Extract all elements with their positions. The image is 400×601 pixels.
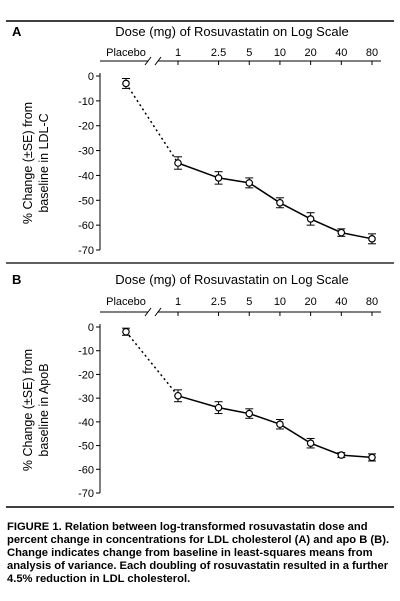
x-tick-label: 2.5 <box>211 47 226 59</box>
placebo-segment <box>125 83 179 164</box>
x-tick-label: 1 <box>175 47 181 59</box>
data-point <box>214 403 223 412</box>
panel-letter: B <box>12 272 21 287</box>
y-tick-label: -70 <box>78 245 94 257</box>
data-point <box>174 391 182 400</box>
x-tick-label: 80 <box>366 47 378 59</box>
panel-a-chart: A Dose (mg) of Rosuvastatin on Log Scale%… <box>12 24 381 257</box>
y-tick-label: -40 <box>78 170 94 182</box>
y-tick-label: -60 <box>78 464 94 476</box>
data-point <box>276 198 284 207</box>
y-tick-label: 0 <box>88 71 94 83</box>
axis-break-mark <box>144 56 152 66</box>
x-tick-label: 1 <box>175 296 181 308</box>
data-point <box>276 420 284 429</box>
y-tick-label: -40 <box>78 417 94 429</box>
y-tick-label: -30 <box>78 146 94 158</box>
x-tick-label: 40 <box>335 296 347 308</box>
data-point <box>306 439 315 448</box>
y-tick-label: -70 <box>78 488 94 500</box>
data-point <box>337 228 346 237</box>
y-axis-label: % Change (±SE) from <box>21 102 35 224</box>
x-tick-label: Placebo <box>106 47 146 59</box>
caption-text: FIGURE 1. Relation between log-transform… <box>7 521 393 586</box>
x-tick-label: 2.5 <box>211 296 226 308</box>
y-tick-label: -60 <box>78 220 94 232</box>
axis-break-mark <box>154 307 162 317</box>
x-tick-label: 10 <box>274 47 286 59</box>
data-point <box>122 79 130 88</box>
chart-title: Dose (mg) of Rosuvastatin on Log Scale <box>115 272 348 287</box>
data-point <box>245 179 254 187</box>
x-tick-label: 5 <box>246 47 252 59</box>
panel-letter: A <box>12 24 22 39</box>
x-tick-label: 40 <box>335 47 347 59</box>
placebo-segment <box>125 331 179 397</box>
x-tick-label: 5 <box>246 296 252 308</box>
caption-label: FIGURE 1. <box>7 521 62 534</box>
x-tick-label: 80 <box>366 296 378 308</box>
axis-break-mark <box>144 307 152 317</box>
data-point <box>306 215 315 223</box>
series-line <box>177 395 373 459</box>
x-tick-label: 20 <box>305 296 317 308</box>
series-line <box>177 162 373 240</box>
x-tick-label: 20 <box>305 47 317 59</box>
x-tick-label: 10 <box>274 296 286 308</box>
y-tick-label: -30 <box>78 393 94 405</box>
y-axis-label: baseline in LDL-C <box>37 113 51 212</box>
data-point <box>368 235 376 243</box>
y-tick-label: -10 <box>78 96 94 108</box>
y-tick-label: -20 <box>78 121 94 133</box>
x-tick-label: Placebo <box>106 296 146 308</box>
panel-b-chart: B Dose (mg) of Rosuvastatin on Log Scale%… <box>12 272 381 500</box>
y-tick-label: -10 <box>78 346 94 358</box>
data-point <box>174 159 182 167</box>
y-tick-label: -20 <box>78 369 94 381</box>
figure-caption: FIGURE 1. Relation between log-transform… <box>7 510 393 598</box>
data-point <box>122 327 130 336</box>
y-axis-label: % Change (±SE) from <box>21 349 35 471</box>
chart-title: Dose (mg) of Rosuvastatin on Log Scale <box>115 24 348 39</box>
data-point <box>337 451 346 459</box>
y-tick-label: -50 <box>78 195 94 207</box>
data-point <box>214 174 223 182</box>
y-axis-label: baseline in ApoB <box>37 363 51 456</box>
axis-break-mark <box>154 56 162 66</box>
caption-body: Relation between log-transformed rosuvas… <box>7 521 390 586</box>
y-tick-label: -50 <box>78 441 94 453</box>
data-point <box>245 409 254 418</box>
data-point <box>368 453 376 462</box>
y-tick-label: 0 <box>88 322 94 334</box>
